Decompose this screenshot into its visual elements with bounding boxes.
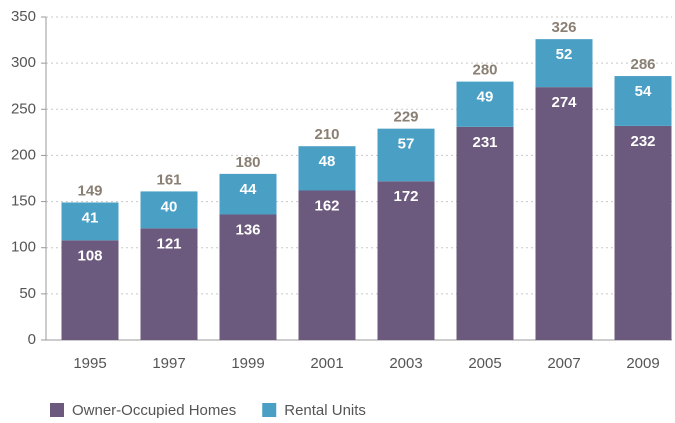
data-label: 121: [156, 235, 181, 252]
data-label: 162: [314, 197, 339, 214]
legend-swatch: [262, 403, 277, 417]
y-tick-label: 350: [11, 8, 36, 25]
bar-segment: [456, 81, 514, 127]
bar-segment: [614, 125, 672, 340]
total-label: 286: [630, 56, 655, 73]
data-label: 232: [630, 133, 655, 150]
x-tick-label: 1995: [73, 355, 106, 372]
bar-segment: [535, 87, 593, 340]
bar-segment: [61, 202, 119, 241]
y-tick-label: 50: [19, 285, 36, 302]
legend-label: Rental Units: [284, 402, 366, 419]
bar-segment: [140, 191, 198, 229]
data-label: 40: [161, 198, 178, 215]
legend-swatch: [50, 403, 64, 417]
legend-label: Owner-Occupied Homes: [72, 402, 236, 419]
total-label: 149: [77, 182, 102, 199]
bar-segment: [61, 240, 119, 340]
data-label: 54: [635, 83, 652, 100]
data-label: 231: [472, 134, 497, 151]
y-tick-label: 100: [11, 239, 36, 256]
bar-segment: [377, 128, 435, 182]
data-label: 57: [398, 136, 415, 153]
data-label: 108: [77, 247, 102, 264]
bar-segment: [614, 76, 672, 126]
total-label: 280: [472, 62, 497, 79]
y-tick-label: 0: [28, 331, 36, 348]
total-label: 210: [314, 126, 339, 143]
x-tick-label: 2003: [389, 355, 422, 372]
bar-segment: [456, 126, 514, 340]
data-label: 274: [551, 94, 577, 111]
bar-segment: [535, 39, 593, 88]
y-tick-label: 150: [11, 193, 36, 210]
y-tick-label: 250: [11, 100, 36, 117]
bar-segment: [219, 214, 277, 340]
x-tick-label: 1999: [231, 355, 264, 372]
data-label: 41: [82, 209, 99, 226]
data-label: 48: [319, 153, 336, 170]
total-label: 229: [393, 109, 418, 126]
data-label: 172: [393, 188, 418, 205]
bar-segment: [377, 181, 435, 340]
y-tick-label: 200: [11, 146, 36, 163]
bar-segment: [140, 228, 198, 340]
x-tick-label: 1997: [152, 355, 185, 372]
total-label: 161: [156, 171, 181, 188]
data-label: 52: [556, 46, 573, 63]
x-tick-label: 2005: [468, 355, 501, 372]
y-tick-label: 300: [11, 54, 36, 71]
data-label: 136: [235, 221, 260, 238]
data-label: 44: [240, 181, 257, 198]
x-tick-label: 2007: [547, 355, 580, 372]
x-tick-label: 2009: [626, 355, 659, 372]
total-label: 326: [551, 19, 576, 36]
data-label: 49: [477, 89, 494, 106]
x-tick-label: 2001: [310, 355, 343, 372]
total-label: 180: [235, 154, 260, 171]
bar-segment: [219, 173, 277, 215]
bar-segment: [298, 146, 356, 191]
bar-segment: [298, 190, 356, 340]
